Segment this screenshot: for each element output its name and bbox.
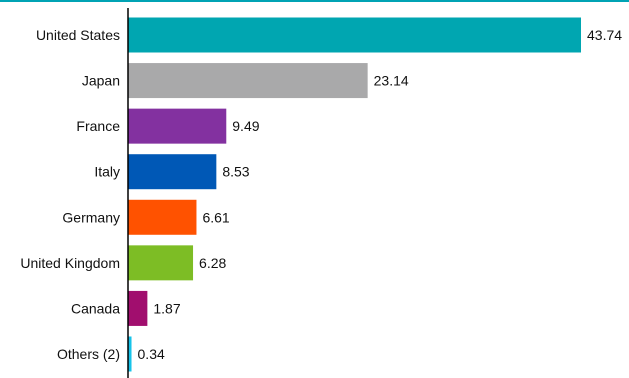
bar bbox=[128, 245, 194, 281]
value-label: 1.87 bbox=[153, 300, 180, 316]
category-label: United States bbox=[36, 27, 120, 43]
value-label: 6.61 bbox=[202, 209, 229, 225]
bar bbox=[128, 199, 197, 235]
category-labels-layer: United States Japan France Italy Germany Unit… bbox=[20, 27, 120, 362]
value-label: 6.28 bbox=[199, 255, 226, 271]
bar bbox=[128, 154, 217, 190]
bars-layer bbox=[128, 17, 581, 372]
value-label: 9.49 bbox=[232, 118, 259, 134]
category-label: United Kingdom bbox=[20, 255, 120, 271]
bar bbox=[128, 17, 581, 53]
value-labels-layer: 43.74 23.14 9.49 8.53 6.61 6.28 1.87 0.34 bbox=[138, 27, 623, 362]
category-label: Canada bbox=[71, 300, 120, 316]
bar bbox=[128, 290, 148, 326]
bar bbox=[128, 108, 227, 144]
category-label: Germany bbox=[62, 209, 120, 225]
top-accent-rule bbox=[0, 0, 629, 2]
category-label: France bbox=[76, 118, 120, 134]
bar bbox=[128, 63, 368, 99]
value-label: 43.74 bbox=[587, 27, 622, 43]
value-label: 0.34 bbox=[138, 346, 165, 362]
category-label: Italy bbox=[94, 164, 120, 180]
category-label: Japan bbox=[82, 73, 120, 89]
bar bbox=[128, 336, 132, 372]
value-label: 23.14 bbox=[374, 73, 409, 89]
category-label: Others (2) bbox=[57, 346, 120, 362]
value-label: 8.53 bbox=[222, 164, 249, 180]
